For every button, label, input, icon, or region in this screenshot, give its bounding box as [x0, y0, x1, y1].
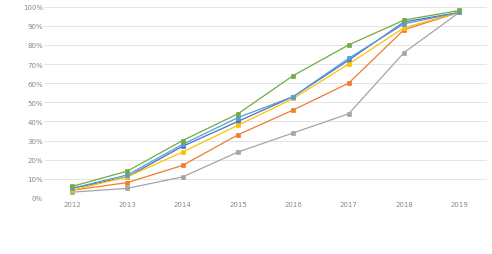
Sciences de la matière
(#29)	[69, 187, 75, 190]
Sciences de la matière
(#29)	[401, 23, 407, 26]
Droit, économie, gestion
(#16)	[290, 109, 296, 112]
Sciences de la terre et de l'univers
(#12)	[180, 139, 185, 142]
Sciences de la terre et de l'univers
(#12)	[401, 20, 407, 23]
Line: Sciences humaines et sociales
(#9): Sciences humaines et sociales (#9)	[70, 11, 461, 195]
Sciences humaines et sociales
(#9)	[235, 151, 241, 154]
Sciences de la matière
(#29)	[235, 117, 241, 120]
Sciences de la matière
(#29)	[346, 57, 352, 60]
Sciences humaines et sociales
(#9)	[401, 52, 407, 55]
Droit, économie, gestion
(#16)	[180, 164, 185, 167]
Sciences humaines et sociales
(#9)	[180, 176, 185, 179]
Sciences de la matière
(#29)	[290, 96, 296, 99]
Droit, économie, gestion
(#16)	[124, 181, 130, 184]
Droit, économie, gestion
(#16)	[401, 29, 407, 32]
Ingénierie, mathématiques, informatique
(#8)	[180, 151, 185, 154]
Ingénierie, mathématiques, informatique
(#8)	[124, 176, 130, 179]
Ingénierie, mathématiques, informatique
(#8)	[290, 98, 296, 101]
Sciences humaines et sociales
(#9)	[346, 113, 352, 116]
Sciences humaines et sociales
(#9)	[124, 187, 130, 190]
Sciences de la matière
(#29)	[180, 143, 185, 146]
Sciences de la terre et de l'univers
(#12)	[346, 44, 352, 47]
Sciences de la terre et de l'univers
(#12)	[290, 75, 296, 78]
Droit, économie, gestion
(#16)	[346, 82, 352, 85]
Sciences de la terre et de l'univers
(#12)	[235, 113, 241, 116]
Ingénierie, mathématiques, informatique
(#8)	[235, 124, 241, 127]
Ingénierie, mathématiques, informatique
(#8)	[457, 12, 462, 15]
Biologie, santé, agronomie
(#14)	[235, 120, 241, 123]
Biologie, santé, agronomie
(#14)	[457, 12, 462, 15]
Sciences de la terre et de l'univers
(#12)	[457, 10, 462, 13]
Sciences humaines et sociales
(#9)	[290, 132, 296, 135]
Sciences humaines et sociales
(#9)	[457, 12, 462, 15]
Droit, économie, gestion
(#16)	[69, 189, 75, 192]
Biologie, santé, agronomie
(#14)	[124, 176, 130, 179]
Biologie, santé, agronomie
(#14)	[346, 59, 352, 62]
Line: Ingénierie, mathématiques, informatique
(#8): Ingénierie, mathématiques, informatique …	[70, 11, 461, 193]
Biologie, santé, agronomie
(#14)	[290, 96, 296, 99]
Biologie, santé, agronomie
(#14)	[69, 187, 75, 190]
Ingénierie, mathématiques, informatique
(#8)	[346, 63, 352, 66]
Sciences de la terre et de l'univers
(#12)	[69, 185, 75, 188]
Droit, économie, gestion
(#16)	[457, 12, 462, 15]
Ingénierie, mathématiques, informatique
(#8)	[69, 189, 75, 192]
Biologie, santé, agronomie
(#14)	[401, 21, 407, 24]
Sciences de la terre et de l'univers
(#12)	[124, 170, 130, 173]
Ingénierie, mathématiques, informatique
(#8)	[401, 27, 407, 30]
Line: Droit, économie, gestion
(#16): Droit, économie, gestion (#16)	[70, 11, 461, 193]
Sciences de la matière
(#29)	[124, 174, 130, 177]
Biologie, santé, agronomie
(#14)	[180, 145, 185, 148]
Line: Biologie, santé, agronomie
(#14): Biologie, santé, agronomie (#14)	[70, 11, 461, 191]
Sciences de la matière
(#29)	[457, 12, 462, 15]
Line: Sciences de la matière
(#29): Sciences de la matière (#29)	[70, 11, 461, 191]
Sciences humaines et sociales
(#9)	[69, 191, 75, 194]
Droit, économie, gestion
(#16)	[235, 134, 241, 137]
Line: Sciences de la terre et de l'univers
(#12): Sciences de la terre et de l'univers (#1…	[70, 9, 461, 189]
